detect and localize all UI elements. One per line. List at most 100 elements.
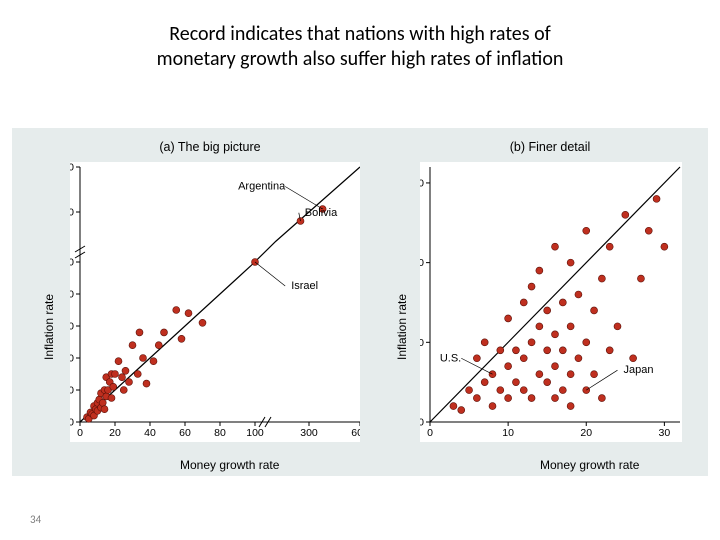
data-point: [199, 319, 206, 326]
data-point: [552, 243, 559, 250]
data-point: [134, 371, 141, 378]
data-point: [661, 243, 668, 250]
xtick-label: 30: [659, 427, 671, 439]
data-point: [606, 347, 613, 354]
data-point: [544, 347, 551, 354]
data-point: [544, 307, 551, 314]
data-point: [552, 363, 559, 370]
ytick-label: 600: [70, 162, 74, 174]
xtick-label: 20: [109, 427, 121, 439]
data-point: [567, 323, 574, 330]
data-point: [450, 403, 457, 410]
data-point: [120, 387, 127, 394]
data-point: [567, 403, 574, 410]
xtick-label: 60: [179, 427, 191, 439]
data-point: [598, 275, 605, 282]
data-point: [567, 259, 574, 266]
panel-b-svg: 01020300102030U.S.Japan: [420, 162, 682, 442]
ytick-label: 0: [420, 417, 424, 429]
xtick-label: 80: [214, 427, 226, 439]
data-point: [583, 227, 590, 234]
data-point: [173, 307, 180, 314]
data-point: [528, 395, 535, 402]
xtick-label: 0: [427, 427, 433, 439]
panel-b-xlabel: Money growth rate: [540, 458, 639, 472]
data-point: [536, 267, 543, 274]
data-point: [178, 335, 185, 342]
data-point: [583, 339, 590, 346]
data-point: [112, 371, 119, 378]
data-point: [101, 406, 108, 413]
data-point: [140, 355, 147, 362]
xtick-label: 20: [580, 427, 592, 439]
panel-a-ylabel: Inflation rate: [42, 294, 56, 360]
xtick-label: 600: [351, 427, 360, 439]
data-point: [481, 379, 488, 386]
data-point: [528, 339, 535, 346]
data-point: [653, 195, 660, 202]
data-point: [536, 371, 543, 378]
data-point: [489, 403, 496, 410]
data-point: [185, 310, 192, 317]
panel-b-plot: 01020300102030U.S.Japan: [420, 162, 682, 442]
ytick-label: 10: [420, 337, 424, 349]
data-point: [115, 358, 122, 365]
xtick-label: 0: [77, 427, 83, 439]
data-point: [575, 355, 582, 362]
panel-a-plot: 020406080100300600020406080100300600Arge…: [70, 162, 360, 442]
annotation-label: Israel: [291, 280, 318, 292]
data-point: [552, 395, 559, 402]
title-line-2: monetary growth also suffer high rates o…: [157, 47, 564, 71]
data-point: [129, 342, 136, 349]
data-point: [110, 383, 117, 390]
data-point: [161, 329, 168, 336]
data-point: [497, 347, 504, 354]
data-point: [119, 374, 126, 381]
page-number: 34: [30, 513, 41, 526]
data-point: [505, 395, 512, 402]
ytick-label: 100: [70, 257, 74, 269]
title-line-1: Record indicates that nations with high …: [169, 22, 551, 46]
data-point: [136, 329, 143, 336]
ytick-label: 0: [70, 417, 74, 429]
ytick-label: 30: [420, 177, 424, 189]
ytick-label: 40: [70, 353, 74, 365]
data-point: [559, 347, 566, 354]
data-point: [99, 399, 106, 406]
data-point: [466, 387, 473, 394]
ytick-label: 20: [420, 257, 424, 269]
data-point: [598, 395, 605, 402]
data-point: [473, 355, 480, 362]
data-point: [559, 387, 566, 394]
data-point: [536, 323, 543, 330]
panel-a-svg: 020406080100300600020406080100300600Arge…: [70, 162, 360, 442]
data-point: [122, 367, 129, 374]
data-point: [505, 315, 512, 322]
data-point: [645, 227, 652, 234]
slide-title: Record indicates that nations with high …: [0, 22, 720, 72]
data-point: [473, 395, 480, 402]
data-point: [108, 395, 115, 402]
data-point: [630, 355, 637, 362]
ytick-label: 60: [70, 321, 74, 333]
annotation-label: U.S.: [440, 352, 461, 364]
panel-b-ylabel: Inflation rate: [395, 294, 409, 360]
ytick-label: 80: [70, 289, 74, 301]
data-point: [591, 307, 598, 314]
annotation-label: Argentina: [238, 181, 286, 193]
data-point: [150, 358, 157, 365]
ytick-label: 300: [70, 207, 74, 219]
data-point: [567, 371, 574, 378]
data-point: [481, 339, 488, 346]
data-point: [520, 299, 527, 306]
annotation-label: Bolivia: [305, 207, 338, 219]
panel-a-xlabel: Money growth rate: [180, 458, 279, 472]
data-point: [614, 323, 621, 330]
data-point: [512, 379, 519, 386]
ytick-label: 20: [70, 385, 74, 397]
data-point: [458, 407, 465, 414]
data-point: [528, 283, 535, 290]
data-point: [520, 387, 527, 394]
data-point: [575, 291, 582, 298]
data-point: [552, 331, 559, 338]
